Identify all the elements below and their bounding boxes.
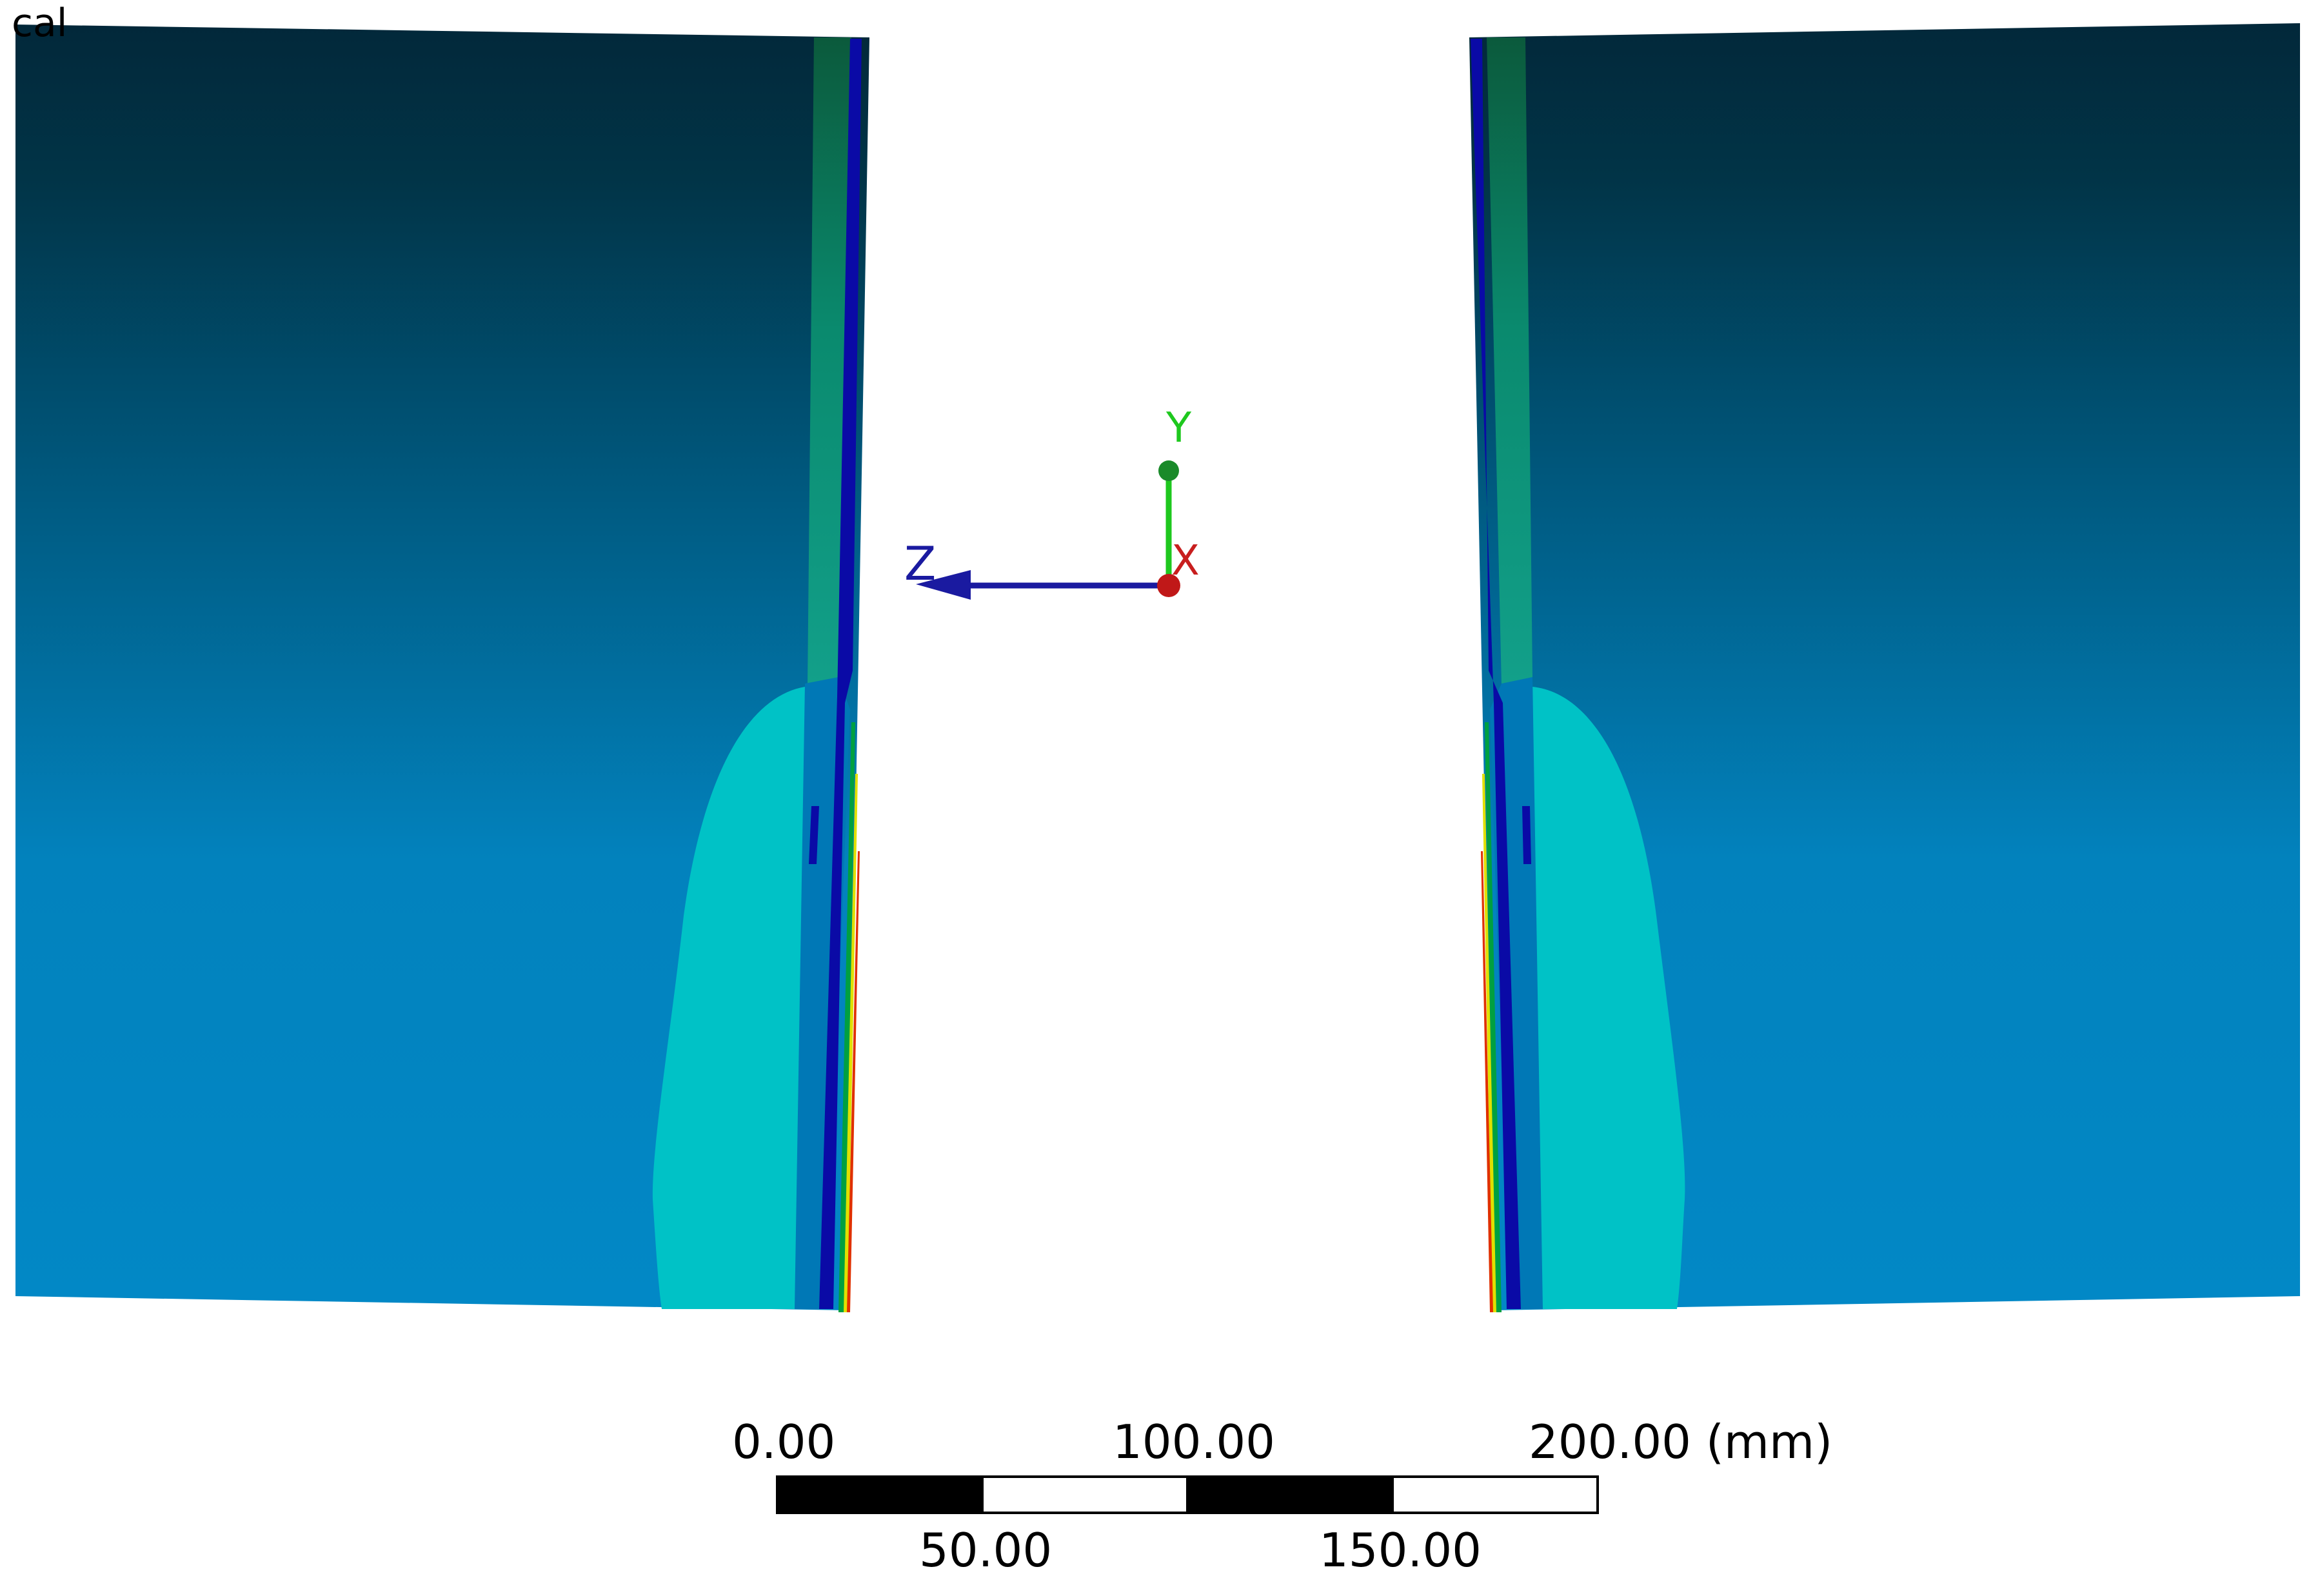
scale-segment-2	[981, 1475, 1189, 1514]
coordinate-triad[interactable]	[916, 460, 1180, 600]
viewport-caption: cal	[12, 1, 68, 46]
x-axis-origin	[1157, 574, 1180, 597]
green-contour-strip-right	[1487, 37, 1532, 685]
scale-segment-1	[776, 1475, 984, 1514]
blue-edge-strip	[819, 39, 862, 1309]
z-axis-label: Z	[904, 537, 937, 591]
y-axis-label: Y	[1166, 404, 1192, 452]
y-axis-tip	[1158, 460, 1179, 481]
x-axis-label: X	[1171, 537, 1200, 585]
cyan-contour-band-right	[1532, 687, 1685, 1309]
blue-edge-strip-right	[1471, 39, 1521, 1309]
scale-bar	[776, 1475, 1599, 1514]
scale-label-100: 100.00	[1113, 1415, 1275, 1469]
scale-segment-4	[1391, 1475, 1599, 1514]
scale-label-150: 150.00	[1319, 1523, 1482, 1577]
scale-segment-3	[1186, 1475, 1394, 1514]
scale-label-0: 0.00	[732, 1415, 836, 1469]
z-axis-arrow	[916, 570, 971, 600]
right-body-contour	[1469, 23, 2300, 1312]
cyan-contour-band	[652, 687, 806, 1309]
left-body-contour	[15, 25, 869, 1312]
green-contour-strip	[808, 37, 851, 687]
scale-label-200-unit: 200.00 (mm)	[1529, 1415, 1833, 1469]
scale-label-50: 50.00	[919, 1523, 1053, 1577]
